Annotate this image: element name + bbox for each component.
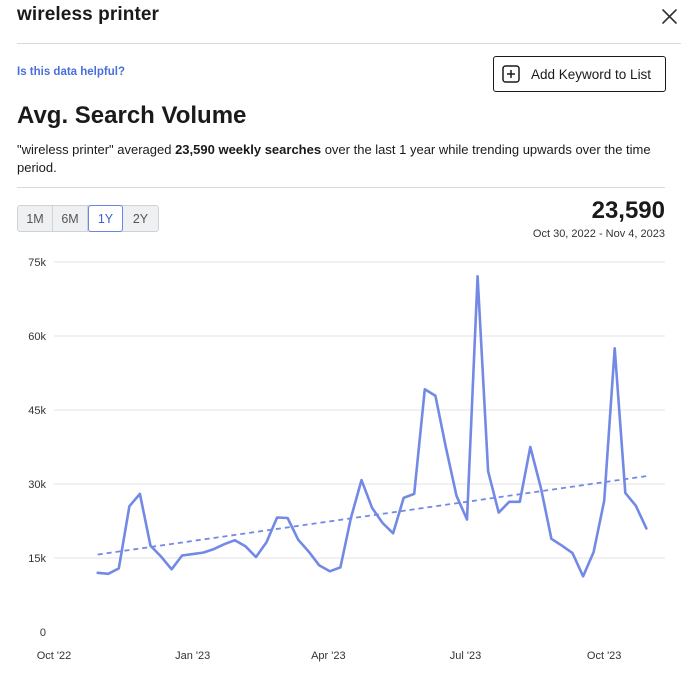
time-range-selector: 1M 6M 1Y 2Y xyxy=(17,205,159,232)
close-button[interactable] xyxy=(659,6,681,28)
search-volume-chart: 0 15k 30k 45k 60k 75k Oct '22 Jan '23 Apr '23 Ju… xyxy=(28,257,665,662)
y-tick-label: 15k xyxy=(28,553,46,565)
header: wireless printer xyxy=(17,0,681,44)
divider xyxy=(17,187,665,188)
range-tab-1y[interactable]: 1Y xyxy=(88,205,123,232)
y-tick-label: 75k xyxy=(28,257,46,269)
range-tab-2y[interactable]: 2Y xyxy=(123,206,158,231)
x-tick-label: Oct '23 xyxy=(587,650,622,662)
trend-line xyxy=(97,475,647,556)
y-tick-label: 0 xyxy=(40,627,46,639)
summary-bold: 23,590 weekly searches xyxy=(175,142,322,157)
range-tab-6m[interactable]: 6M xyxy=(53,206,88,231)
avg-volume-value: 23,590 xyxy=(591,197,665,224)
x-tick-label: Apr '23 xyxy=(311,650,346,662)
helpful-feedback-link[interactable]: Is this data helpful? xyxy=(17,66,125,78)
y-tick-label: 60k xyxy=(28,331,46,343)
x-tick-label: Oct '22 xyxy=(37,650,72,662)
date-range: Oct 30, 2022 - Nov 4, 2023 xyxy=(532,228,665,240)
section-title: Avg. Search Volume xyxy=(17,102,247,129)
y-tick-label: 45k xyxy=(28,405,46,417)
summary-part1: "wireless printer" averaged xyxy=(17,142,176,157)
add-keyword-to-list-button[interactable]: Add Keyword to List xyxy=(493,56,666,92)
x-tick-label: Jul '23 xyxy=(450,650,481,662)
plus-square-icon xyxy=(502,65,520,83)
y-tick-label: 30k xyxy=(28,479,46,491)
add-keyword-label: Add Keyword to List xyxy=(531,66,652,82)
close-icon xyxy=(662,9,677,24)
summary-part2: over the last 1 year while trending upwa… xyxy=(17,142,651,175)
series-line xyxy=(96,275,648,578)
x-tick-label: Jan '23 xyxy=(175,650,210,662)
summary-text: "wireless printer" averaged 23,590 weekl… xyxy=(17,141,677,177)
range-tab-1m[interactable]: 1M xyxy=(18,206,53,231)
keyword-title: wireless printer xyxy=(17,4,160,25)
